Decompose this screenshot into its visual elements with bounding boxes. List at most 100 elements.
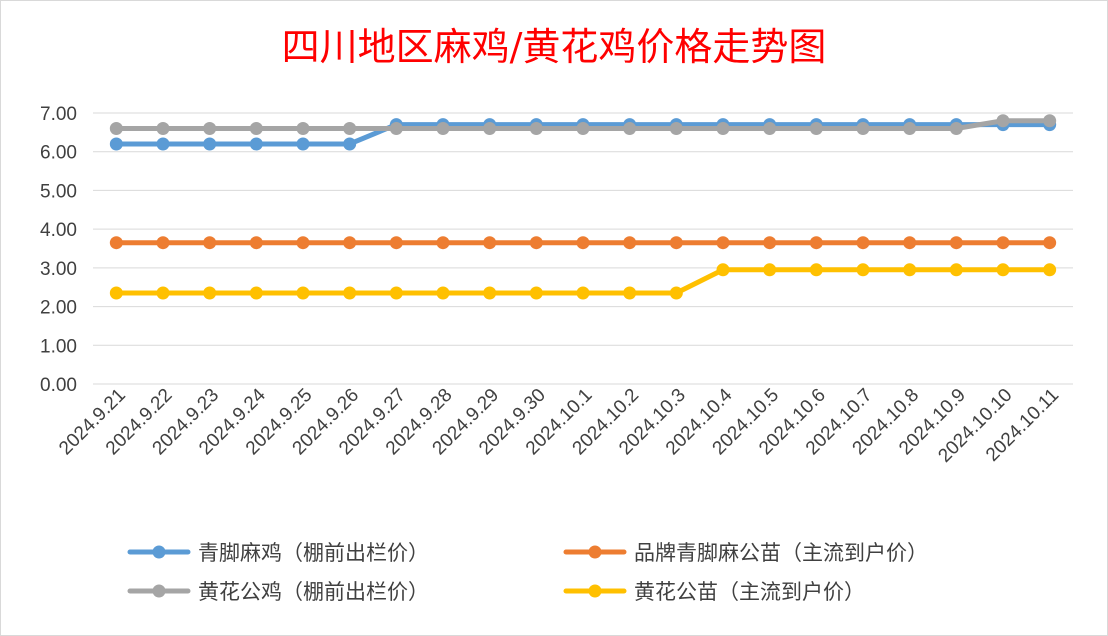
legend-swatch-marker bbox=[152, 545, 166, 559]
data-point bbox=[296, 236, 310, 250]
x-axis: 2024.9.212024.9.222024.9.232024.9.242024… bbox=[55, 384, 1063, 466]
data-point bbox=[436, 121, 450, 135]
series-layer bbox=[109, 114, 1057, 300]
data-point bbox=[996, 114, 1010, 128]
data-point bbox=[249, 121, 263, 135]
data-point bbox=[623, 236, 637, 250]
data-point bbox=[623, 286, 637, 300]
data-point bbox=[203, 286, 217, 300]
data-point bbox=[249, 137, 263, 151]
data-point bbox=[949, 236, 963, 250]
data-point bbox=[203, 137, 217, 151]
data-point bbox=[576, 121, 590, 135]
data-point bbox=[716, 121, 730, 135]
data-point bbox=[716, 263, 730, 277]
y-tick-label: 7.00 bbox=[40, 104, 77, 125]
data-point bbox=[763, 236, 777, 250]
data-point bbox=[903, 263, 917, 277]
data-point bbox=[156, 137, 170, 151]
data-point bbox=[296, 121, 310, 135]
legend-swatch-marker bbox=[152, 584, 166, 598]
data-point bbox=[669, 121, 683, 135]
data-point bbox=[623, 121, 637, 135]
data-point bbox=[576, 236, 590, 250]
data-point bbox=[249, 286, 263, 300]
data-point bbox=[949, 121, 963, 135]
data-point bbox=[996, 263, 1010, 277]
y-tick-label: 0.00 bbox=[40, 375, 77, 396]
gridlines bbox=[93, 112, 1073, 385]
data-point bbox=[343, 236, 357, 250]
data-point bbox=[109, 121, 123, 135]
data-point bbox=[156, 121, 170, 135]
data-point bbox=[716, 236, 730, 250]
legend-item: 青脚麻鸡（棚前出栏价） bbox=[127, 541, 429, 565]
data-point bbox=[809, 263, 823, 277]
data-point bbox=[1043, 236, 1057, 250]
data-point bbox=[856, 263, 870, 277]
data-point bbox=[296, 286, 310, 300]
y-tick-label: 2.00 bbox=[40, 298, 77, 319]
data-point bbox=[903, 121, 917, 135]
y-tick-label: 3.00 bbox=[40, 259, 77, 280]
series-3 bbox=[109, 114, 1057, 135]
chart-title: 四川地区麻鸡/黄花鸡价格走势图 bbox=[282, 25, 827, 69]
data-point bbox=[436, 236, 450, 250]
legend-label: 品牌青脚麻公苗（主流到户价） bbox=[634, 541, 928, 565]
data-point bbox=[483, 286, 497, 300]
legend-swatch-marker bbox=[588, 584, 602, 598]
data-point bbox=[576, 286, 590, 300]
data-point bbox=[809, 236, 823, 250]
data-point bbox=[669, 286, 683, 300]
data-point bbox=[1043, 114, 1057, 128]
data-point bbox=[389, 236, 403, 250]
data-point bbox=[389, 121, 403, 135]
data-point bbox=[856, 121, 870, 135]
y-tick-label: 4.00 bbox=[40, 220, 77, 241]
data-point bbox=[809, 121, 823, 135]
data-point bbox=[763, 263, 777, 277]
data-point bbox=[156, 286, 170, 300]
data-point bbox=[483, 236, 497, 250]
data-point bbox=[109, 236, 123, 250]
data-point bbox=[483, 121, 497, 135]
data-point bbox=[343, 286, 357, 300]
y-axis: 0.00 1.00 2.00 3.00 4.00 5.00 6.00 7.00 bbox=[40, 104, 77, 396]
legend: 青脚麻鸡（棚前出栏价） 品牌青脚麻公苗（主流到户价） 黄花公鸡（棚前出栏价） 黄花公苗… bbox=[127, 541, 928, 604]
data-point bbox=[389, 286, 403, 300]
data-point bbox=[203, 121, 217, 135]
data-point bbox=[343, 137, 357, 151]
series-4 bbox=[109, 263, 1057, 300]
data-point bbox=[249, 236, 263, 250]
legend-label: 黄花公鸡（棚前出栏价） bbox=[198, 580, 429, 604]
legend-item: 黄花公鸡（棚前出栏价） bbox=[127, 580, 429, 604]
data-point bbox=[343, 121, 357, 135]
data-point bbox=[903, 236, 917, 250]
y-tick-label: 5.00 bbox=[40, 181, 77, 202]
data-point bbox=[529, 286, 543, 300]
y-tick-label: 1.00 bbox=[40, 336, 77, 357]
data-point bbox=[156, 236, 170, 250]
legend-label: 黄花公苗（主流到户价） bbox=[634, 580, 865, 604]
data-point bbox=[109, 137, 123, 151]
data-point bbox=[529, 121, 543, 135]
data-point bbox=[296, 137, 310, 151]
series-2 bbox=[109, 236, 1057, 250]
data-point bbox=[109, 286, 123, 300]
legend-item: 品牌青脚麻公苗（主流到户价） bbox=[563, 541, 928, 565]
data-point bbox=[203, 236, 217, 250]
data-point bbox=[529, 236, 543, 250]
data-point bbox=[436, 286, 450, 300]
data-point bbox=[856, 236, 870, 250]
legend-item: 黄花公苗（主流到户价） bbox=[563, 580, 865, 604]
legend-swatch-marker bbox=[588, 545, 602, 559]
data-point bbox=[996, 236, 1010, 250]
data-point bbox=[763, 121, 777, 135]
data-point bbox=[669, 236, 683, 250]
y-tick-label: 6.00 bbox=[40, 143, 77, 164]
data-point bbox=[1043, 263, 1057, 277]
legend-label: 青脚麻鸡（棚前出栏价） bbox=[198, 541, 429, 565]
data-point bbox=[949, 263, 963, 277]
